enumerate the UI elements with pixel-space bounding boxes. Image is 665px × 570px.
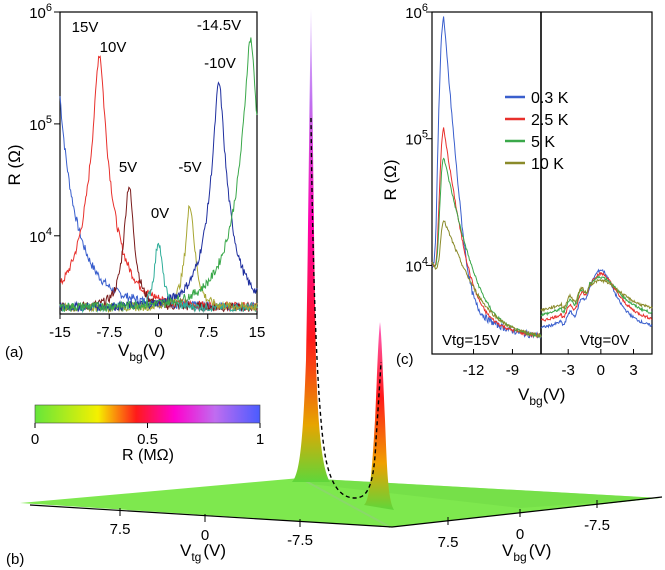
panel-c-yticks: 104 105 106 — [405, 2, 432, 275]
panel-c-xlabel: Vbg(V) — [518, 385, 565, 408]
colorbar-tick-label: 1 — [256, 431, 264, 448]
panel-a-series-4 — [59, 204, 258, 314]
panel-a-annotation: -10V — [204, 55, 236, 72]
surface-plane-shade — [300, 478, 660, 508]
panel-c-right-series-0 — [540, 268, 653, 329]
panel-c-legend: 0.3 K 2.5 K 5 K 10 K — [505, 90, 569, 173]
panel-a-annotation: 0V — [151, 205, 169, 222]
panel-c-left-series-1 — [431, 127, 542, 339]
panel-a-xtick-label: 15 — [249, 324, 266, 341]
surface-ridge — [299, 477, 391, 528]
panel-c-right-series-3 — [540, 278, 653, 313]
panel-a-xtick-label: 0 — [154, 324, 162, 341]
panel-c-legend-label: 10 K — [531, 156, 564, 173]
panel-c-legend-label: 2.5 K — [531, 112, 569, 129]
panel-c-legend-label: 0.3 K — [531, 90, 569, 107]
panel-c-ytick-label: 106 — [405, 2, 428, 22]
bg-axis-title: Vbg (V) — [502, 541, 551, 564]
panel-a-xtick-label: -15 — [49, 324, 71, 341]
colorbar-tick-label: 0.5 — [137, 431, 158, 448]
panel-a-yticks: 104 105 106 — [29, 2, 60, 246]
panel-c-sublabel-left: Vtg=15V — [442, 332, 500, 349]
panel-a-annotation: -14.5V — [197, 17, 241, 34]
tg-axis-line — [29, 504, 393, 528]
panel-a-series-6 — [59, 37, 258, 313]
panel-c-xtick-label: -12 — [463, 362, 485, 379]
panel-c: -12 -9 -3 0 3 104 105 106 0.3 K 2.5 K 5 K 10 K Vt… — [381, 2, 653, 408]
panel-a-annotation: 15V — [72, 19, 99, 36]
panel-c-xtick-label: 0 — [597, 362, 605, 379]
panel-c-curves — [431, 16, 653, 339]
bg-tick-label: 0 — [516, 526, 524, 543]
colorbar-label: R (MΩ) — [122, 447, 174, 464]
colorbar — [34, 404, 261, 424]
surface-peak-main — [292, 8, 330, 482]
tg-tick-label: -7.5 — [287, 532, 313, 549]
panel-a-ytick-label: 106 — [29, 2, 52, 22]
panel-c-left-series-3 — [431, 220, 542, 339]
panel-c-xtick-label: 3 — [629, 362, 637, 379]
tg-ticks: 7.5 0 -7.5 — [110, 508, 313, 549]
panel-c-sublabel-right: Vtg=0V — [580, 332, 630, 349]
panel-a-annotation: 10V — [100, 39, 127, 56]
panel-c-right-series-1 — [541, 271, 653, 322]
panel-c-ytick-label: 104 — [405, 255, 428, 275]
bg-axis-line — [391, 496, 663, 528]
panel-a-curves — [59, 37, 258, 314]
panel-a-xticks: -15 -7.5 0 7.5 15 — [49, 314, 265, 341]
panel-a-series-5 — [59, 81, 258, 313]
bg-ticks: 7.5 0 -7.5 — [438, 500, 610, 551]
panel-c-left-series-2 — [431, 157, 542, 339]
panel-c-xticks: -12 -9 -3 0 3 — [463, 349, 638, 379]
panel-a-annotation: 5V — [119, 159, 137, 176]
panel-c-right-series-2 — [540, 275, 653, 317]
panel-c-xtick-label: -3 — [562, 362, 575, 379]
panel-a-ytick-label: 105 — [29, 114, 52, 134]
tg-tick-label: 0 — [201, 527, 209, 544]
surface-dashed-curve — [310, 117, 382, 499]
bg-tick-label: -7.5 — [584, 517, 610, 534]
panel-a-xtick-label: 7.5 — [197, 324, 218, 341]
panel-c-plot-area — [431, 11, 653, 355]
panel-c-ytick-label: 105 — [405, 129, 428, 149]
panel-a-xtick-label: -7.5 — [96, 324, 122, 341]
tg-tick-label: 7.5 — [110, 521, 131, 538]
panel-a-ylabel: R (Ω) — [5, 144, 24, 185]
panel-c-xtick-label: -9 — [506, 362, 519, 379]
panel-label-b: (b) — [6, 551, 24, 568]
surface-peak-secondary — [364, 322, 394, 510]
panel-c-legend-label: 5 K — [531, 134, 555, 151]
panel-b-surface: 7.5 0 -7.5 7.5 0-7.5 Vtg (V) Vbg (V) 0 0.5 1 R … — [6, 8, 663, 568]
bg-tick-label: 7.5 — [438, 534, 459, 551]
colorbar-ticks: 0 0.5 1 — [31, 423, 264, 448]
panel-a-annotation: -5V — [178, 159, 201, 176]
panel-c-ylabel: R (Ω) — [381, 159, 400, 200]
panel-a-xlabel: Vbg(V) — [118, 341, 165, 364]
panel-a-ytick-label: 104 — [29, 226, 52, 246]
panel-label-c: (c) — [396, 351, 414, 368]
panel-label-a: (a) — [5, 344, 23, 361]
colorbar-tick-label: 0 — [31, 431, 39, 448]
tg-axis-title: Vtg (V) — [180, 541, 226, 564]
